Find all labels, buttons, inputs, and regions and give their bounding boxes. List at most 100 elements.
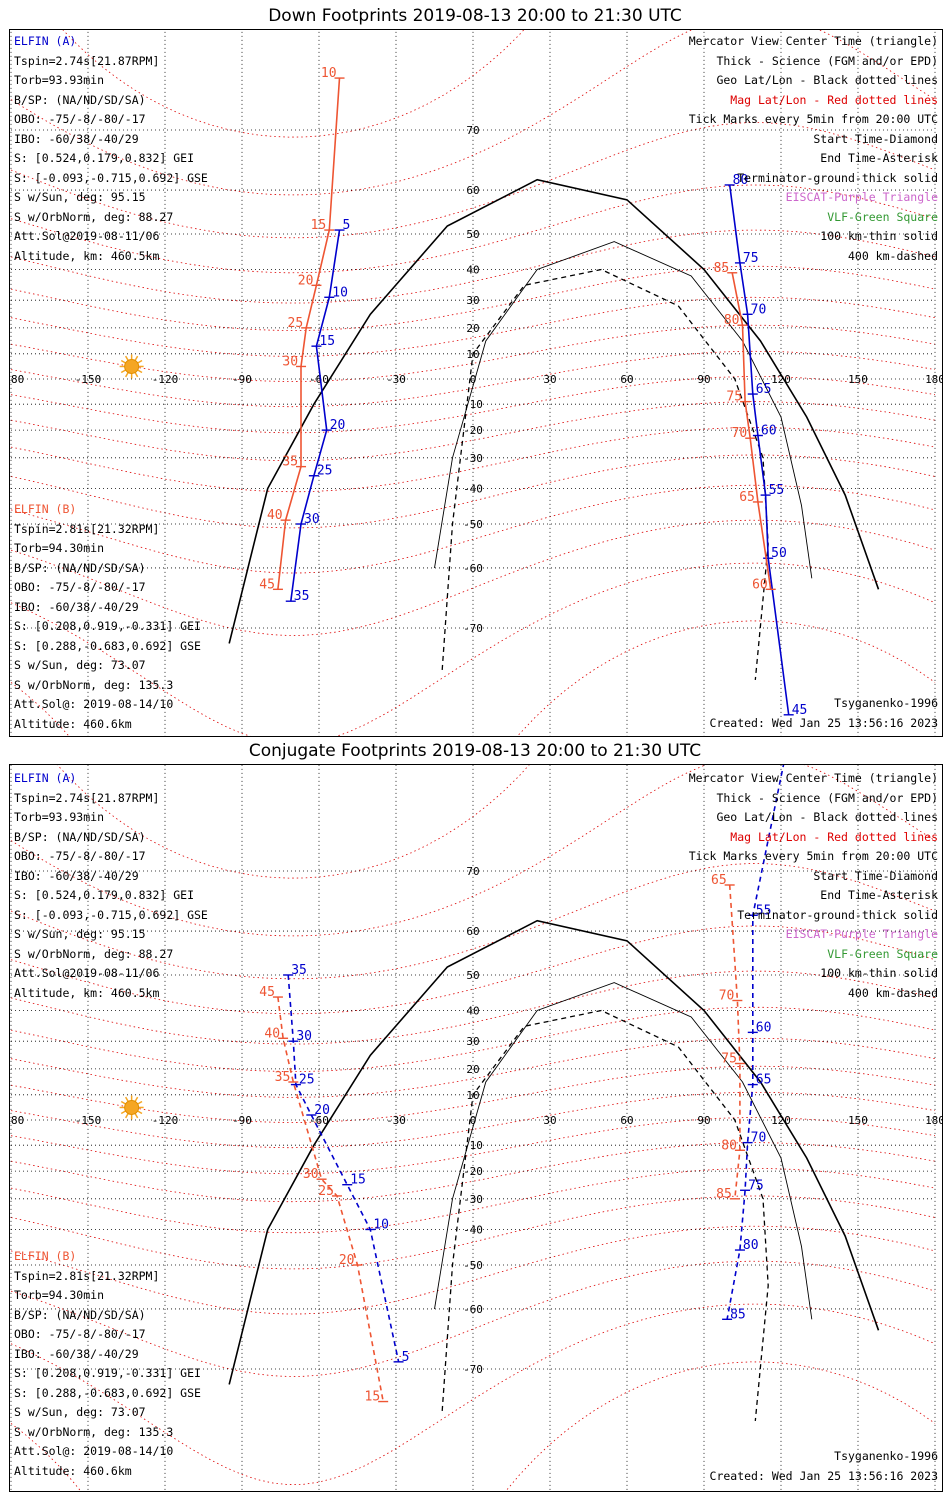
- y-tick-label: 50: [466, 969, 479, 982]
- tick-label: 35: [275, 1070, 291, 1085]
- terminator-line: [228, 178, 880, 644]
- map-frame-down: -180-150-120-90-60-300306090120150180706…: [9, 29, 943, 737]
- tick-label: 20: [339, 1253, 355, 1268]
- tick-label: 85: [714, 261, 730, 276]
- info-line: S w/OrbNorm, deg: 135.3: [14, 677, 174, 692]
- footprint-track: [731, 272, 772, 590]
- y-tick-label: -20: [463, 424, 483, 437]
- elfin-b-label: ELFIN (B): [14, 502, 77, 516]
- tick-label: 75: [726, 390, 742, 405]
- info-line: S w/OrbNorm, deg: 88.27: [14, 209, 174, 224]
- tick-label: 40: [267, 508, 283, 523]
- info-line: S: [-0.093,-0.715,0.692] GSE: [14, 170, 208, 185]
- tick-label: 45: [259, 577, 275, 592]
- tick-label: 65: [756, 1073, 772, 1088]
- y-tick-label: -30: [463, 1193, 483, 1206]
- mag-latitude-line: [10, 765, 936, 937]
- elfin-b-info-conjugate: ELFIN (B) Tspin=2.81s[21.32RPM] Torb=94.…: [14, 1247, 201, 1481]
- mag-latitude-line: [10, 863, 936, 980]
- info-line: Torb=94.30min: [14, 1288, 105, 1302]
- x-tick-label: 0: [470, 1114, 477, 1127]
- info-line: Tspin=2.74s[21.87RPM]: [14, 790, 160, 805]
- tick-label: 15: [311, 218, 327, 233]
- footprint-100km-line: [434, 982, 813, 1320]
- y-tick-label: -70: [463, 1363, 483, 1376]
- y-tick-label: 40: [466, 1005, 479, 1018]
- y-tick-label: 20: [466, 1063, 479, 1076]
- legend-entry: Geo Lat/Lon - Black dotted lines: [716, 73, 938, 87]
- footprint-track: [726, 765, 785, 1320]
- mag-latitude-line: [10, 1225, 936, 1315]
- tick-label: 35: [291, 963, 307, 978]
- tick-label: 70: [751, 1131, 767, 1146]
- tick-label: 75: [743, 251, 759, 266]
- model-label: Tsyganenko-1996: [834, 696, 938, 710]
- footprint-track: [728, 884, 741, 1199]
- footprint-400km-line: [441, 268, 769, 680]
- sun-ray: [124, 1096, 129, 1102]
- tick-label: 75: [748, 1178, 764, 1193]
- legend-entry: Tick Marks every 5min from 20:00 UTC: [688, 849, 938, 863]
- legend-entry: End Time-Asterisk: [820, 151, 938, 165]
- legend-entry: VLF-Green Square: [827, 209, 938, 224]
- mag-latitude-line: [10, 265, 936, 331]
- info-line: OBO: -75/-8/-80/-17: [14, 1327, 146, 1341]
- x-tick-label: -30: [386, 1114, 406, 1127]
- y-tick-label: 30: [466, 1035, 479, 1048]
- tick-label: 15: [365, 1390, 381, 1405]
- tick-label: 85: [730, 1307, 746, 1322]
- tick-label: 60: [761, 423, 777, 438]
- info-line: Altitude, km: 460.5km: [14, 248, 160, 263]
- x-tick-label: -90: [232, 1114, 252, 1127]
- legend-entry: EISCAT-Purple Triangle: [785, 190, 938, 204]
- legend-conjugate: Mercator View Center Time (triangle) Thi…: [689, 769, 938, 1003]
- y-tick-label: 60: [466, 925, 479, 938]
- info-line: OBO: -75/-8/-80/-17: [14, 112, 146, 126]
- y-tick-label: 70: [466, 865, 479, 878]
- legend-entry: 400 km-dashed: [847, 248, 938, 263]
- tick-label: 35: [294, 589, 310, 604]
- y-tick-label: 30: [466, 294, 479, 307]
- tick-label: 10: [373, 1217, 389, 1232]
- sun-ray: [134, 372, 139, 378]
- legend-entry: 100 km-thin solid: [820, 966, 938, 980]
- legend-entry: Mercator View Center Time (triangle): [688, 34, 938, 48]
- sun-icon: [119, 1095, 144, 1120]
- info-line: S w/Sun, deg: 95.15: [14, 927, 146, 941]
- info-line: S w/OrbNorm, deg: 88.27: [14, 946, 174, 961]
- info-line: S: [0.288,-0.683,0.692] GSE: [14, 1385, 201, 1400]
- legend-entry: 100 km-thin solid: [820, 229, 938, 243]
- x-tick-label: -120: [152, 1114, 179, 1127]
- info-line: Att.Sol@2019-08-11/06: [14, 966, 160, 980]
- tick-label: 5: [402, 1350, 410, 1365]
- info-line: S w/Sun, deg: 73.07: [14, 658, 146, 672]
- sun-disc: [124, 358, 140, 374]
- model-label: Tsyganenko-1996: [834, 1449, 938, 1463]
- sun-ray: [137, 369, 143, 374]
- legend-entry: Terminator-ground-thick solid: [737, 170, 938, 185]
- info-line: OBO: -75/-8/-80/-17: [14, 849, 146, 863]
- tick-label: 65: [711, 873, 727, 888]
- y-tick-label: -30: [463, 452, 483, 465]
- legend-entry: Terminator-ground-thick solid: [737, 907, 938, 922]
- tick-label: 30: [304, 512, 320, 527]
- info-line: Altitude: 460.6km: [14, 1463, 132, 1478]
- x-tick-label: 90: [697, 373, 710, 386]
- y-tick-label: 40: [466, 264, 479, 277]
- y-tick-label: 20: [466, 322, 479, 335]
- mag-latitude-line: [10, 30, 936, 196]
- y-tick-label: -10: [463, 1139, 483, 1152]
- tick-label: 25: [318, 1184, 334, 1199]
- legend-entry: Thick - Science (FGM and/or EPD): [716, 790, 938, 805]
- y-tick-label: -50: [463, 1259, 483, 1272]
- x-tick-label: -180: [10, 1114, 24, 1127]
- legend-entry: End Time-Asterisk: [820, 888, 938, 902]
- legend-entry: Start Time-Diamond: [813, 868, 938, 883]
- elfin-a-info-conjugate: ELFIN (A) Tspin=2.74s[21.87RPM] Torb=93.…: [14, 769, 208, 1003]
- footprint-100km-line: [434, 241, 813, 579]
- x-tick-label: 60: [620, 1114, 633, 1127]
- tick-label: 25: [288, 316, 304, 331]
- info-line: Tspin=2.74s[21.87RPM]: [14, 53, 160, 68]
- info-line: Att.Sol@2019-08-11/06: [14, 229, 160, 243]
- footprint-map-conjugate: -180-150-120-90-60-300306090120150180706…: [10, 765, 942, 1491]
